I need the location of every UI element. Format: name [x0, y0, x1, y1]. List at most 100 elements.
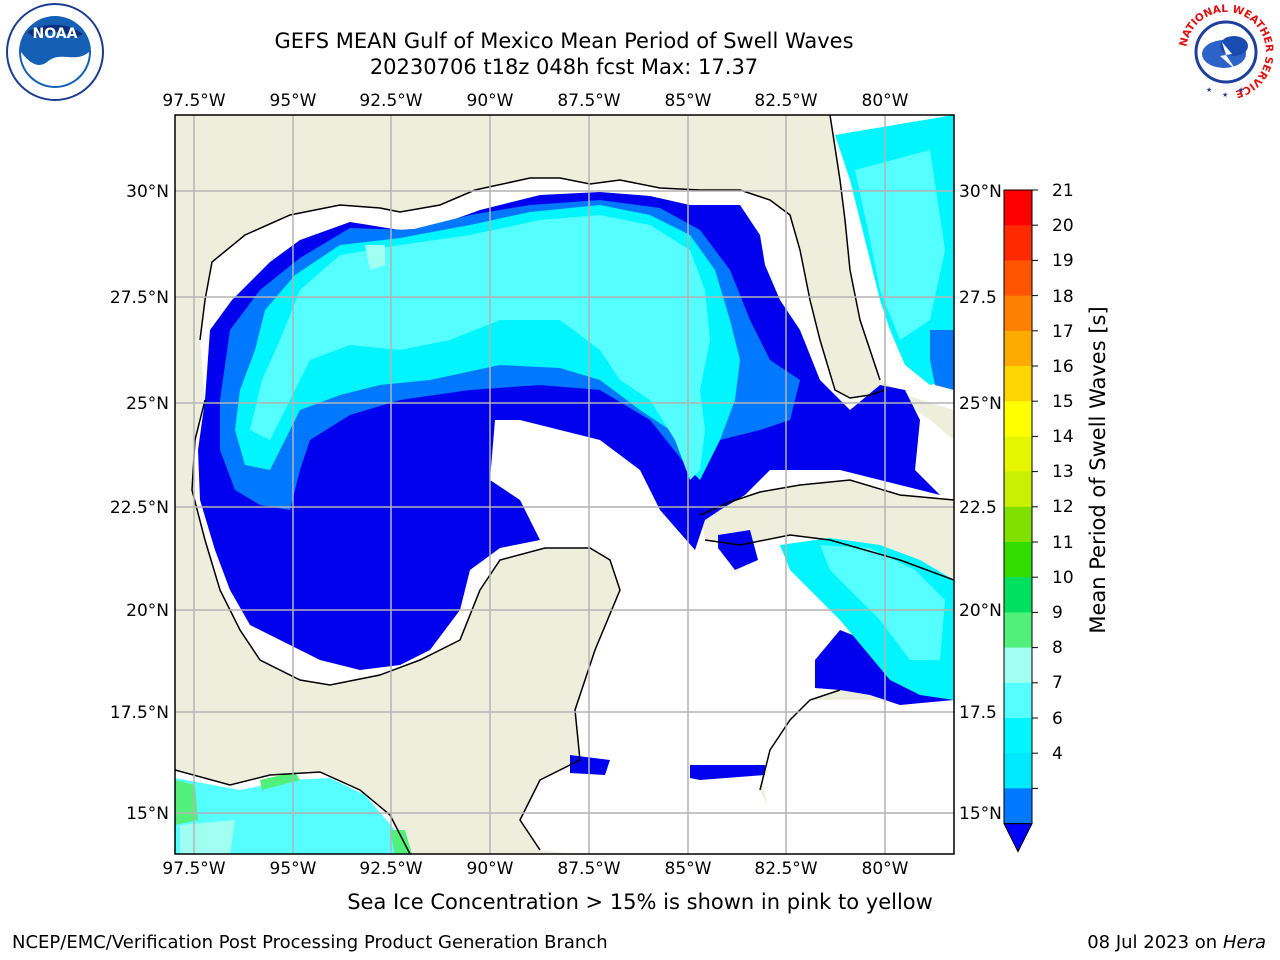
colorbar-bin — [1004, 471, 1032, 508]
colorbar-bin — [1004, 506, 1032, 543]
lon-tick-bottom: 95°W — [270, 859, 317, 879]
lat-tick-left: 20°N — [126, 601, 169, 621]
lat-ticks-right: 30°N 27.5 25°N 22.5 20°N 17.5 15°N — [959, 182, 1002, 824]
lon-tick-top: 82.5°W — [754, 91, 817, 111]
colorbar-tick: 10 — [1052, 568, 1074, 588]
colorbar-bin — [1004, 330, 1032, 367]
grid-lines — [175, 115, 954, 854]
colorbar-bin — [1004, 753, 1032, 789]
swell-caribbean-light — [820, 545, 945, 660]
lon-tick-bottom: 82.5°W — [754, 859, 817, 879]
colorbar-tick: 18 — [1052, 287, 1074, 307]
colorbar-tick: 17 — [1052, 322, 1074, 342]
colorbar-tick: 15 — [1052, 392, 1074, 412]
lat-tick-left: 15°N — [126, 804, 169, 824]
lon-ticks-bottom: 97.5°W 95°W 92.5°W 90°W 87.5°W 85°W 82.5… — [162, 859, 908, 879]
svg-text:★: ★ — [1238, 86, 1244, 94]
swell-bahamas — [930, 330, 954, 390]
colorbar-bin — [1004, 225, 1032, 261]
colorbar-ticks: 21 20 19 18 17 16 15 14 13 12 11 10 9 8 … — [1052, 181, 1074, 764]
colorbar-tick: 11 — [1052, 533, 1074, 553]
colorbar-bin — [1004, 612, 1032, 649]
colorbar-tick: 19 — [1052, 251, 1074, 271]
colorbar-tick: 7 — [1052, 673, 1063, 693]
lon-tick-top: 95°W — [270, 91, 317, 111]
lat-tick-left: 22.5°N — [110, 498, 169, 518]
colorbar-bin — [1004, 577, 1032, 613]
lon-tick-bottom: 85°W — [665, 859, 712, 879]
lon-tick-top: 97.5°W — [162, 91, 225, 111]
lon-tick-bottom: 92.5°W — [359, 859, 422, 879]
lon-tick-top: 85°W — [665, 91, 712, 111]
colorbar — [1003, 189, 1038, 853]
svg-text:★: ★ — [1206, 86, 1212, 94]
colorbar-tick: 6 — [1052, 709, 1063, 729]
colorbar-bin — [1004, 718, 1032, 754]
coastline — [175, 115, 954, 854]
credit-right: 08 Jul 2023 on Hera — [1087, 932, 1266, 953]
map-panel — [175, 115, 954, 854]
lon-tick-bottom: 87.5°W — [557, 859, 620, 879]
chart-title: GEFS MEAN Gulf of Mexico Mean Period of … — [274, 29, 854, 53]
chart-subtitle: 20230706 t18z 048h fcst Max: 17.37 — [369, 55, 759, 79]
lat-tick-left: 27.5°N — [110, 288, 169, 308]
caribbean-water — [760, 700, 954, 854]
swell-pacific-pale — [180, 820, 235, 854]
lon-tick-top: 87.5°W — [557, 91, 620, 111]
colorbar-bin — [1004, 788, 1032, 825]
nws-logo: NATIONAL WEATHER SERVICE ★ ★ ★ — [1177, 3, 1275, 100]
colorbar-tick: 9 — [1052, 603, 1063, 623]
sea-ice-note: Sea Ice Concentration > 15% is shown in … — [347, 890, 933, 914]
lon-tick-top: 80°W — [862, 91, 909, 111]
lat-tick-right: 17.5 — [959, 703, 997, 723]
colorbar-tick: 16 — [1052, 357, 1074, 377]
credit-date: 08 Jul 2023 on — [1087, 932, 1223, 953]
lat-tick-left: 25°N — [126, 394, 169, 414]
colorbar-bin — [1004, 260, 1032, 297]
colorbar-bin — [1004, 436, 1032, 473]
colorbar-tick: 20 — [1052, 216, 1074, 236]
lat-tick-left: 30°N — [126, 182, 169, 202]
noaa-logo-text: NOAA — [33, 26, 78, 42]
colorbar-tick: 21 — [1052, 181, 1074, 201]
lat-tick-right: 15°N — [959, 804, 1002, 824]
lat-tick-right: 30°N — [959, 182, 1002, 202]
colorbar-bin — [1004, 295, 1032, 332]
lon-tick-bottom: 97.5°W — [162, 859, 225, 879]
swell-cuba-n — [718, 530, 758, 570]
colorbar-bin — [1004, 682, 1032, 719]
svg-text:★: ★ — [1222, 91, 1228, 99]
credit-host: Hera — [1222, 932, 1266, 953]
lon-tick-bottom: 80°W — [862, 859, 909, 879]
lon-ticks-top: 97.5°W 95°W 92.5°W 90°W 87.5°W 85°W 82.5… — [162, 91, 908, 111]
colorbar-bin — [1004, 401, 1032, 437]
lat-tick-right: 22.5 — [959, 498, 997, 518]
credit-left: NCEP/EMC/Verification Post Processing Pr… — [12, 932, 608, 953]
colorbar-bin — [1004, 647, 1032, 684]
lon-tick-top: 92.5°W — [359, 91, 422, 111]
lat-tick-right: 20°N — [959, 601, 1002, 621]
lat-tick-right: 25°N — [959, 394, 1002, 414]
lat-tick-right: 27.5 — [959, 288, 997, 308]
colorbar-tick: 8 — [1052, 638, 1063, 658]
lat-ticks-left: 30°N 27.5°N 25°N 22.5°N 20°N 17.5°N 15°N — [110, 182, 169, 824]
colorbar-bin — [1004, 542, 1032, 578]
lat-tick-left: 17.5°N — [110, 703, 169, 723]
colorbar-bin — [1004, 366, 1032, 402]
colorbar-extend-arrow — [1003, 823, 1033, 853]
swell-honduras — [570, 755, 765, 780]
map-frame — [174, 114, 955, 855]
footer-note: Sea Ice Concentration > 15% is shown in … — [0, 890, 1280, 914]
colorbar-tick: 13 — [1052, 462, 1074, 482]
swell-east-coast-light — [855, 150, 945, 340]
colorbar-tick: 4 — [1052, 744, 1063, 764]
lon-tick-bottom: 90°W — [467, 859, 514, 879]
colorbar-tick: 12 — [1052, 497, 1074, 517]
lon-tick-top: 90°W — [467, 91, 514, 111]
swell-8-9s — [365, 245, 385, 270]
colorbar-bin — [1004, 190, 1032, 226]
colorbar-label-text: Mean Period of Swell Waves [s] — [1086, 306, 1110, 634]
swell-7-8s — [250, 215, 710, 480]
colorbar-tick: 14 — [1052, 427, 1074, 447]
